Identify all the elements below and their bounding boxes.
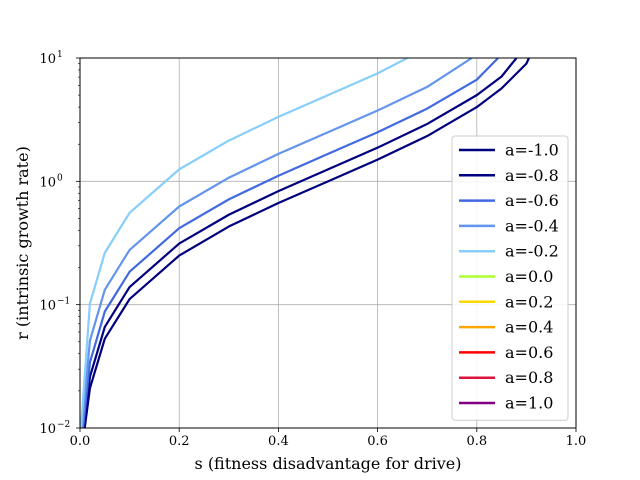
legend-entry-label: a=0.4 <box>505 318 553 337</box>
legend-entry-label: a=-0.2 <box>505 242 559 261</box>
series-line-1 <box>82 58 518 428</box>
y-tick-exponent: −2 <box>57 420 70 430</box>
legend-entry-label: a=0.2 <box>505 292 553 311</box>
series-lines <box>80 58 530 428</box>
y-axis-label: r (intrinsic growth rate) <box>13 146 32 340</box>
y-tick-exponent: 1 <box>57 50 63 60</box>
legend-entry-label: a=-0.8 <box>505 166 559 185</box>
x-tick-label: 0.0 <box>70 434 91 449</box>
y-tick-label: 10 <box>39 299 56 314</box>
legend-entry-label: a=-0.4 <box>505 216 559 235</box>
series-line-0 <box>83 58 530 428</box>
legend-entry-label: a=-0.6 <box>505 191 559 210</box>
x-tick-label: 0.6 <box>367 434 388 449</box>
legend-entry-label: a=-1.0 <box>505 141 559 160</box>
series-line-4 <box>80 58 408 428</box>
legend-entry-label: a=0.6 <box>505 343 553 362</box>
y-tick-exponent: 0 <box>57 173 63 183</box>
y-tick-exponent: −1 <box>57 297 70 307</box>
legend-entry-label: a=1.0 <box>505 394 553 413</box>
x-tick-label: 0.2 <box>169 434 190 449</box>
plot-frame <box>79 57 577 429</box>
series-line-3 <box>80 58 473 428</box>
y-tick-label: 10 <box>39 175 56 190</box>
y-tick-label: 10 <box>39 422 56 437</box>
legend-entry-label: a=0.0 <box>505 267 553 286</box>
legend-entry-label: a=0.8 <box>505 368 553 387</box>
legend: a=-1.0 a=-0.8 a=-0.6 a=-0.4 a=-0.2 a=0.0 a=0.2… <box>451 135 569 421</box>
series-line-2 <box>81 58 499 428</box>
x-axis-label: s (fitness disadvantage for drive) <box>195 454 462 473</box>
legend-box <box>451 135 569 421</box>
x-tick-label: 0.4 <box>268 434 289 449</box>
x-tick-label: 1.0 <box>566 434 587 449</box>
y-tick-label: 10 <box>39 52 56 67</box>
x-tick-label: 0.8 <box>466 434 487 449</box>
